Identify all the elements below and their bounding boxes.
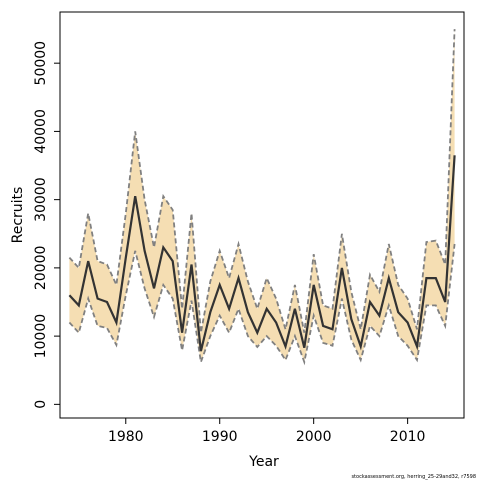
footer-note: stockassessment.org, herring_25-29and32,…	[351, 474, 476, 480]
series-line-layer	[68, 29, 456, 366]
x-axis-title: Year	[248, 454, 279, 470]
x-tick-label: 2010	[390, 429, 426, 445]
y-tick-label: 50000	[33, 41, 49, 86]
plot-frame	[59, 11, 465, 419]
estimate-line	[68, 155, 456, 352]
upper-bound-line	[68, 29, 456, 333]
confidence-band-layer	[69, 29, 455, 362]
y-tick-label: 40000	[33, 109, 49, 154]
y-tick-label: 10000	[33, 314, 49, 359]
y-axis: 0 10000 20000 30000 40000 50000	[33, 41, 60, 409]
x-tick-label: 2000	[296, 429, 332, 445]
y-tick-label: 20000	[33, 246, 49, 291]
confidence-band	[69, 29, 455, 362]
y-axis-title: Recruits	[10, 187, 26, 244]
x-tick-label: 1990	[202, 429, 238, 445]
lower-bound-line	[68, 243, 456, 366]
x-axis: 1980 1990 2000 2010	[108, 418, 426, 445]
y-tick-label: 0	[33, 400, 49, 409]
x-tick-label: 1980	[108, 429, 144, 445]
y-tick-label: 30000	[33, 177, 49, 222]
